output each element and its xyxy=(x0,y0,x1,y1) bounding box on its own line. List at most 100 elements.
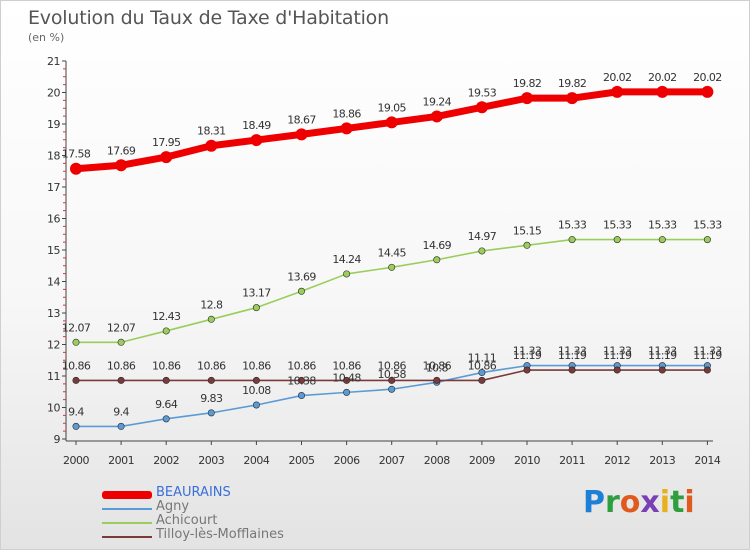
data-label: 10.8 xyxy=(426,361,449,374)
data-label: 15.33 xyxy=(603,219,632,232)
y-tick-label: 19 xyxy=(47,118,60,131)
x-tick-label: 2009 xyxy=(469,454,495,467)
data-label: 12.43 xyxy=(152,310,181,323)
data-label: 18.67 xyxy=(287,113,316,126)
y-tick-label: 18 xyxy=(47,150,60,163)
legend-swatch xyxy=(102,522,152,524)
legend-label: Achicourt xyxy=(156,513,218,528)
data-label: 15.33 xyxy=(693,219,722,232)
data-label: 20.02 xyxy=(693,71,722,84)
x-tick-label: 2005 xyxy=(289,454,315,467)
y-tick-label: 12 xyxy=(47,339,60,352)
data-point xyxy=(207,315,215,323)
data-label: 11.33 xyxy=(513,345,542,358)
data-label: 19.82 xyxy=(513,77,542,90)
data-point xyxy=(568,236,576,244)
data-label: 19.53 xyxy=(468,86,497,99)
data-label: 13.17 xyxy=(242,287,271,300)
data-point xyxy=(72,338,80,346)
data-point xyxy=(658,236,666,244)
data-point xyxy=(611,85,624,98)
data-label: 15.15 xyxy=(513,224,542,237)
data-point xyxy=(72,376,80,384)
data-label: 20.02 xyxy=(648,71,677,84)
data-label: 12.07 xyxy=(107,321,136,334)
data-point xyxy=(523,366,531,374)
data-point xyxy=(343,270,351,278)
data-label: 9.4 xyxy=(68,405,84,418)
data-label: 10.86 xyxy=(107,359,136,372)
data-label: 10.86 xyxy=(377,359,406,372)
logo-letter: i xyxy=(684,485,695,520)
x-tick-label: 2007 xyxy=(379,454,405,467)
x-tick-label: 2010 xyxy=(514,454,540,467)
data-label: 15.33 xyxy=(558,219,587,232)
data-point xyxy=(70,162,82,175)
data-label: 11.11 xyxy=(468,352,497,365)
data-label: 14.45 xyxy=(377,246,406,259)
data-label: 10.86 xyxy=(423,359,452,372)
data-point xyxy=(656,85,669,98)
y-tick-label: 13 xyxy=(47,307,60,320)
data-label: 18.86 xyxy=(332,107,361,120)
data-label: 11.33 xyxy=(558,345,587,358)
data-point xyxy=(430,110,443,123)
data-point xyxy=(250,134,263,147)
data-point xyxy=(340,122,353,135)
x-tick-label: 2000 xyxy=(63,454,89,467)
data-point xyxy=(207,376,215,384)
data-label: 10.86 xyxy=(152,359,181,372)
data-label: 11.19 xyxy=(558,349,587,362)
data-label: 18.31 xyxy=(197,125,226,138)
logo-letter: o xyxy=(619,485,641,520)
data-label: 10.58 xyxy=(377,368,406,381)
data-point xyxy=(117,376,125,384)
data-point xyxy=(343,388,351,396)
data-label: 10.38 xyxy=(287,375,316,388)
data-point xyxy=(521,92,533,105)
legend-swatch xyxy=(102,536,152,538)
x-tick-label: 2001 xyxy=(108,454,134,467)
data-label: 12.07 xyxy=(62,321,91,334)
chart-title: Evolution du Taux de Taxe d'Habitation xyxy=(28,7,389,29)
data-point xyxy=(568,366,576,374)
data-point xyxy=(297,392,305,400)
legend-label: BEAURAINS xyxy=(156,485,231,500)
data-label: 10.48 xyxy=(332,371,361,384)
data-label: 19.24 xyxy=(423,95,452,108)
data-point xyxy=(433,376,441,384)
x-tick-label: 2014 xyxy=(694,454,720,467)
data-label: 20.02 xyxy=(603,71,632,84)
data-point xyxy=(207,409,215,417)
data-point xyxy=(613,366,621,374)
data-point xyxy=(115,159,128,172)
legend-label: Tilloy-lès-Mofflaines xyxy=(156,527,284,542)
x-tick-label: 2004 xyxy=(243,454,269,467)
data-point xyxy=(205,139,218,152)
y-tick-label: 15 xyxy=(47,244,60,257)
data-label: 17.58 xyxy=(62,148,91,161)
data-label: 10.86 xyxy=(62,359,91,372)
data-point xyxy=(343,376,351,384)
data-label: 10.86 xyxy=(197,359,226,372)
data-point xyxy=(703,366,711,374)
data-point xyxy=(117,338,125,346)
x-tick-label: 2002 xyxy=(153,454,179,467)
x-tick-label: 2003 xyxy=(198,454,224,467)
data-point xyxy=(72,422,80,430)
x-tick-label: 2013 xyxy=(649,454,675,467)
data-point xyxy=(252,401,260,409)
data-label: 14.97 xyxy=(468,230,497,243)
data-point xyxy=(162,376,170,384)
x-tick-label: 2011 xyxy=(559,454,585,467)
logo-letter: P xyxy=(583,485,605,520)
data-point xyxy=(523,241,531,249)
data-point xyxy=(117,422,125,430)
y-tick-label: 20 xyxy=(47,87,60,100)
y-tick-label: 21 xyxy=(47,55,60,68)
data-point xyxy=(388,376,396,384)
data-label: 10.86 xyxy=(242,359,271,372)
data-label: 17.95 xyxy=(152,136,181,149)
data-point xyxy=(252,376,260,384)
